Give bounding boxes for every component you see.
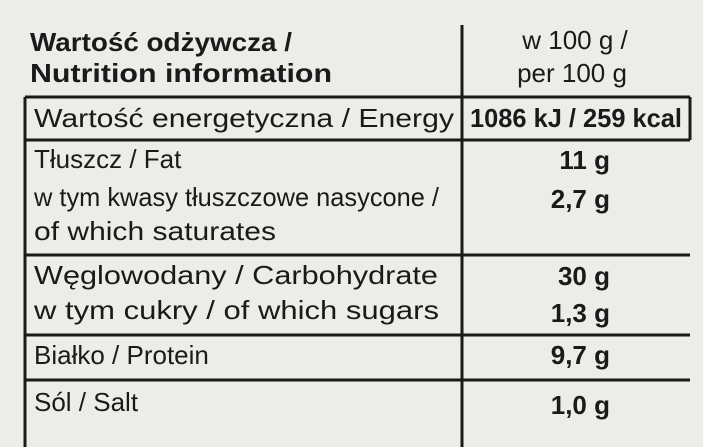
header-left: Nutrition information	[30, 58, 332, 88]
row-value: 1086 kJ / 259 kcal	[470, 103, 682, 133]
row-value: 2,7 g	[551, 184, 610, 214]
row-value: 9,7 g	[551, 340, 610, 370]
header-right: w 100 g /	[521, 25, 628, 55]
header-right: per 100 g	[517, 58, 627, 88]
row-label: Sól / Salt	[34, 387, 139, 417]
row-label: Białko / Protein	[34, 340, 209, 370]
row-label: Węglowodany / Carbohydrate	[34, 260, 438, 290]
row-value: 1,0 g	[551, 390, 610, 420]
row-label: Wartość energetyczna / Energy	[34, 103, 454, 133]
row-label: of which saturates	[34, 216, 276, 246]
header-left: Wartość odżywcza /	[30, 27, 292, 57]
row-value: 11 g	[559, 145, 610, 175]
row-label: Tłuszcz / Fat	[34, 144, 182, 174]
row-value: 30 g	[558, 261, 610, 291]
row-label: w tym kwasy tłuszczowe nasycone /	[33, 182, 440, 212]
row-label: w tym cukry / of which sugars	[33, 295, 439, 325]
row-value: 1,3 g	[551, 298, 610, 328]
